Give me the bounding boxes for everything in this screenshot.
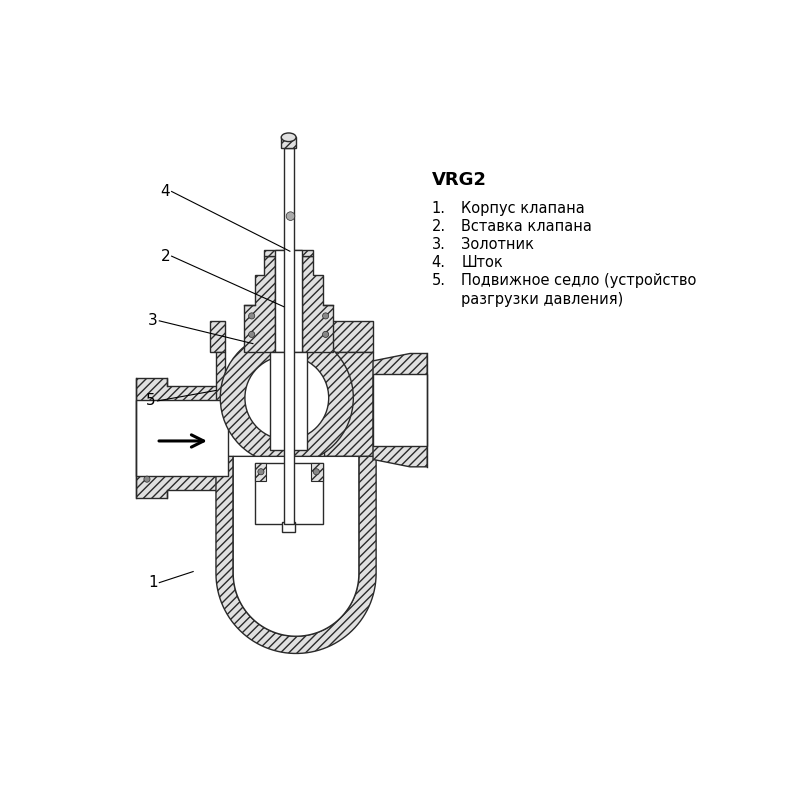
Polygon shape [373,354,427,467]
Bar [264,250,314,256]
Text: 3: 3 [148,314,158,328]
Text: 5.: 5. [431,273,446,288]
Circle shape [286,212,295,221]
Ellipse shape [282,133,296,142]
Polygon shape [234,456,359,636]
Polygon shape [324,321,373,352]
Bar [136,400,228,476]
Polygon shape [136,378,226,498]
Text: 1.: 1. [431,201,446,216]
Circle shape [322,313,329,319]
Text: VRG2: VRG2 [431,171,486,189]
Text: Корпус клапана: Корпус клапана [461,201,585,216]
Circle shape [258,469,264,475]
Polygon shape [216,352,226,456]
Text: Подвижное седло (устройство
разгрузки давления): Подвижное седло (устройство разгрузки да… [461,273,697,307]
Bar [254,462,266,481]
Bar [254,462,322,524]
Polygon shape [373,374,427,446]
Bar [311,462,322,481]
Text: Шток: Шток [461,255,503,270]
Text: 4.: 4. [431,255,446,270]
Circle shape [245,356,329,440]
Circle shape [144,476,150,482]
Text: 3.: 3. [431,237,446,252]
Polygon shape [210,321,226,352]
Bar [284,148,294,524]
Bar [282,522,295,531]
Bar [282,138,296,148]
Circle shape [249,331,254,338]
Circle shape [314,469,319,475]
Circle shape [322,331,329,338]
Text: 4: 4 [161,184,170,199]
Polygon shape [216,456,376,654]
Polygon shape [244,256,275,352]
Bar [270,352,307,450]
Text: 5: 5 [146,394,156,409]
Text: 2: 2 [161,249,170,264]
Polygon shape [324,352,373,456]
Text: 1: 1 [148,575,158,590]
Polygon shape [302,256,333,352]
Circle shape [249,313,254,319]
Circle shape [220,331,354,464]
Text: 2.: 2. [431,219,446,234]
Bar [275,250,302,352]
Text: Золотник: Золотник [461,237,534,252]
Text: Вставка клапана: Вставка клапана [461,219,592,234]
